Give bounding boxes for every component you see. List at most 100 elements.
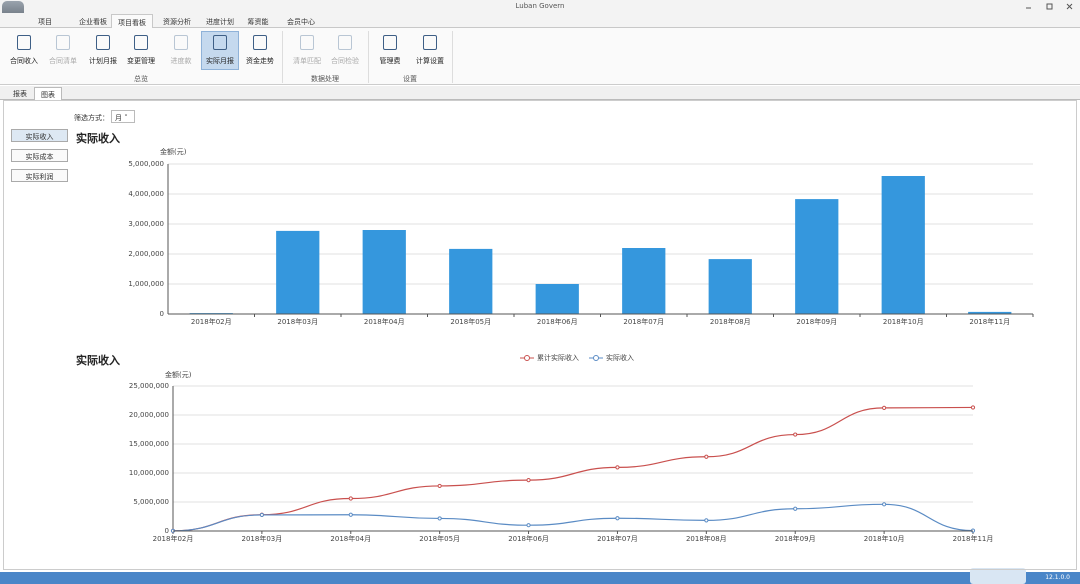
point [882,502,887,507]
menu-tab[interactable]: 会员中心 [287,18,315,26]
x-tick-label: 2018年08月 [686,534,727,543]
point [882,405,887,410]
menu-tab[interactable]: 资源分析 [163,18,191,26]
menu-tab[interactable]: 进度计划 [206,18,234,26]
ribbon-button-label[interactable]: 合同收入 [10,57,38,65]
bar [535,284,579,314]
ribbon-button-label: 进度款 [170,57,192,65]
point [704,454,709,459]
side-button[interactable]: 实际成本 [11,149,68,162]
point [793,432,798,437]
legend-marker [524,355,530,361]
x-tick-label: 2018年10月 [883,317,924,326]
ribbon-button-label[interactable]: 变更管理 [127,57,155,65]
y-tick-label: 4,000,000 [128,190,164,198]
point [437,483,442,489]
x-tick-label: 2018年11月 [953,534,994,543]
menu-tab[interactable]: 项目 [38,18,52,26]
bar [795,199,839,314]
close[interactable] [1066,3,1073,10]
restore[interactable] [1046,3,1053,10]
ribbon-icon[interactable] [423,35,437,50]
ribbon-icon[interactable] [253,35,267,50]
point [526,523,531,528]
ribbon-button-label: 清单匹配 [293,57,321,65]
x-tick-label: 2018年07月 [597,534,638,543]
y-axis-label: 金额(元) [165,370,192,379]
y-tick-label: 0 [160,310,164,318]
x-tick-label: 2018年07月 [623,317,664,326]
ribbon-button-label[interactable]: 计划月报 [89,57,117,65]
ribbon-button-label[interactable]: 实际月报 [206,57,234,65]
x-tick-label: 2018年10月 [864,534,905,543]
bar [708,259,752,314]
point [259,512,264,518]
menu-tab[interactable]: 项目看板 [111,14,153,28]
point [970,405,976,410]
ribbon-separator [282,31,283,83]
view-tab[interactable]: 报表 [13,90,27,98]
status-bar [0,572,1080,584]
menu-tab[interactable]: 筹资能 [247,18,269,26]
menu-bar [0,13,1080,28]
x-tick-label: 2018年08月 [710,317,751,326]
series-line [172,503,974,532]
chart-title: 实际收入 [76,131,120,145]
bar [881,176,925,314]
filter-value: 月 [115,114,122,122]
y-axis-label: 金额(元) [160,147,187,156]
point [526,478,531,483]
y-tick-label: 20,000,000 [129,411,169,419]
x-tick-label: 2018年09月 [775,534,816,543]
x-tick-label: 2018年11月 [969,317,1010,326]
ribbon-button-label[interactable]: 计算设置 [416,57,444,65]
x-tick-label: 2018年04月 [330,534,371,543]
series-line [172,406,974,532]
side-button[interactable]: 实际利润 [11,169,68,182]
ribbon-icon [174,35,188,50]
filter-select[interactable]: 月 ˅ [111,110,135,123]
point [437,516,442,521]
bar [968,311,1012,314]
x-tick-label: 2018年05月 [419,534,460,543]
x-tick-label: 2018年04月 [364,317,405,326]
y-tick-label: 15,000,000 [129,440,169,448]
ribbon-icon[interactable] [213,35,227,50]
y-tick-label: 25,000,000 [129,382,169,390]
bar [449,248,493,314]
x-tick-label: 2018年03月 [242,534,283,543]
ribbon-icon[interactable] [96,35,110,50]
y-tick-label: 2,000,000 [128,250,164,258]
side-button[interactable]: 实际收入 [11,129,68,142]
y-tick-label: 1,000,000 [128,280,164,288]
version: 12.1.0.0 [1045,574,1070,581]
ribbon-icon [300,35,314,50]
chart-title: 实际收入 [76,353,120,367]
window-title: Luban Govern [515,2,565,10]
menu-tab[interactable]: 企业看板 [79,18,107,26]
bar [276,230,320,314]
ribbon-icon[interactable] [17,35,31,50]
ribbon-icon[interactable] [383,35,397,50]
point [704,518,709,523]
view-tab[interactable]: 图表 [34,87,62,100]
y-tick-label: 5,000,000 [133,498,169,506]
ribbon-icon[interactable] [134,35,148,50]
ribbon-separator [368,31,369,83]
bar [362,230,406,314]
x-tick-label: 2018年06月 [537,317,578,326]
title-bar [0,0,1080,13]
ribbon-button-label[interactable]: 管理费 [379,57,401,65]
point [615,465,620,470]
point [615,516,620,521]
ribbon-button-label[interactable]: 资金走势 [246,57,274,65]
x-tick-label: 2018年02月 [153,534,194,543]
button-highlight [201,31,239,70]
y-tick-label: 3,000,000 [128,220,164,228]
status-panel [970,568,1026,584]
ribbon-button-label: 合同检验 [331,57,359,65]
x-tick-label: 2018年03月 [277,317,318,326]
legend-label: 累计实际收入 [537,353,579,362]
view-tabs [0,86,1080,100]
